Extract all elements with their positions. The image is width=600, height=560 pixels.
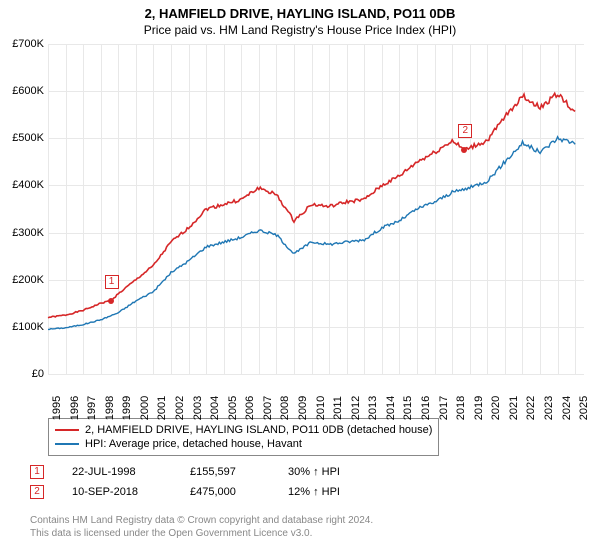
sale-marker-label: 2 — [458, 124, 472, 138]
footnote-line: This data is licensed under the Open Gov… — [30, 527, 373, 540]
footnote-line: Contains HM Land Registry data © Crown c… — [30, 514, 373, 527]
x-tick-label: 2022 — [525, 396, 537, 420]
x-tick-label: 2002 — [174, 396, 186, 420]
x-tick-label: 1998 — [104, 396, 116, 420]
x-tick-label: 2013 — [367, 396, 379, 420]
x-tick-label: 1997 — [86, 396, 98, 420]
x-tick-label: 2000 — [139, 396, 151, 420]
sale-date: 10-SEP-2018 — [72, 486, 162, 498]
sale-marker-label: 1 — [105, 275, 119, 289]
x-tick-label: 2009 — [297, 396, 309, 420]
sale-row: 1 22-JUL-1998 £155,597 30% ↑ HPI — [30, 462, 340, 482]
x-tick-label: 2006 — [244, 396, 256, 420]
legend: 2, HAMFIELD DRIVE, HAYLING ISLAND, PO11 … — [48, 418, 439, 456]
y-tick-label: £400K — [4, 179, 44, 191]
x-tick-label: 2005 — [227, 396, 239, 420]
chart-subtitle: Price paid vs. HM Land Registry's House … — [0, 21, 600, 41]
sale-marker-dot — [461, 147, 467, 153]
legend-label: HPI: Average price, detached house, Hava… — [85, 438, 302, 450]
x-tick-label: 2019 — [473, 396, 485, 420]
x-tick-label: 2008 — [279, 396, 291, 420]
y-tick-label: £200K — [4, 274, 44, 286]
x-tick-label: 2015 — [402, 396, 414, 420]
y-tick-label: £600K — [4, 85, 44, 97]
x-tick-label: 2001 — [156, 396, 168, 420]
y-tick-label: £700K — [4, 38, 44, 50]
x-tick-label: 2007 — [262, 396, 274, 420]
sale-price: £475,000 — [190, 486, 260, 498]
x-tick-label: 2012 — [350, 396, 362, 420]
x-tick-label: 1995 — [51, 396, 63, 420]
sale-price: £155,597 — [190, 466, 260, 478]
x-tick-label: 2018 — [455, 396, 467, 420]
sale-vs-hpi: 30% ↑ HPI — [288, 466, 340, 478]
legend-item: 2, HAMFIELD DRIVE, HAYLING ISLAND, PO11 … — [55, 423, 432, 437]
plot-area: 12 — [48, 44, 584, 374]
x-tick-label: 2024 — [561, 396, 573, 420]
chart-container: { "title": "2, HAMFIELD DRIVE, HAYLING I… — [0, 0, 600, 560]
x-tick-label: 2020 — [490, 396, 502, 420]
series-line — [48, 137, 575, 330]
legend-swatch — [55, 443, 79, 445]
sale-date: 22-JUL-1998 — [72, 466, 162, 478]
sale-vs-hpi: 12% ↑ HPI — [288, 486, 340, 498]
sale-row-marker: 1 — [30, 465, 44, 479]
y-tick-label: £300K — [4, 227, 44, 239]
sale-marker-dot — [108, 298, 114, 304]
legend-label: 2, HAMFIELD DRIVE, HAYLING ISLAND, PO11 … — [85, 424, 432, 436]
x-tick-label: 2021 — [508, 396, 520, 420]
x-tick-label: 2023 — [543, 396, 555, 420]
x-tick-label: 2011 — [332, 396, 344, 420]
x-tick-label: 2004 — [209, 396, 221, 420]
y-tick-label: £100K — [4, 321, 44, 333]
gridline-horizontal — [48, 374, 584, 375]
y-tick-label: £0 — [4, 368, 44, 380]
x-tick-label: 1996 — [69, 396, 81, 420]
x-tick-label: 2003 — [192, 396, 204, 420]
x-tick-label: 2010 — [315, 396, 327, 420]
x-tick-label: 2017 — [438, 396, 450, 420]
y-tick-label: £500K — [4, 132, 44, 144]
series-svg — [48, 44, 584, 374]
x-tick-label: 2016 — [420, 396, 432, 420]
chart-title: 2, HAMFIELD DRIVE, HAYLING ISLAND, PO11 … — [0, 0, 600, 21]
x-tick-label: 1999 — [121, 396, 133, 420]
sale-row: 2 10-SEP-2018 £475,000 12% ↑ HPI — [30, 482, 340, 502]
sales-table: 1 22-JUL-1998 £155,597 30% ↑ HPI 2 10-SEP-201… — [30, 462, 340, 502]
legend-swatch — [55, 429, 79, 431]
x-tick-label: 2025 — [578, 396, 590, 420]
x-tick-label: 2014 — [385, 396, 397, 420]
legend-item: HPI: Average price, detached house, Hava… — [55, 437, 432, 451]
footnote: Contains HM Land Registry data © Crown c… — [30, 514, 373, 540]
series-line — [48, 93, 575, 317]
sale-row-marker: 2 — [30, 485, 44, 499]
